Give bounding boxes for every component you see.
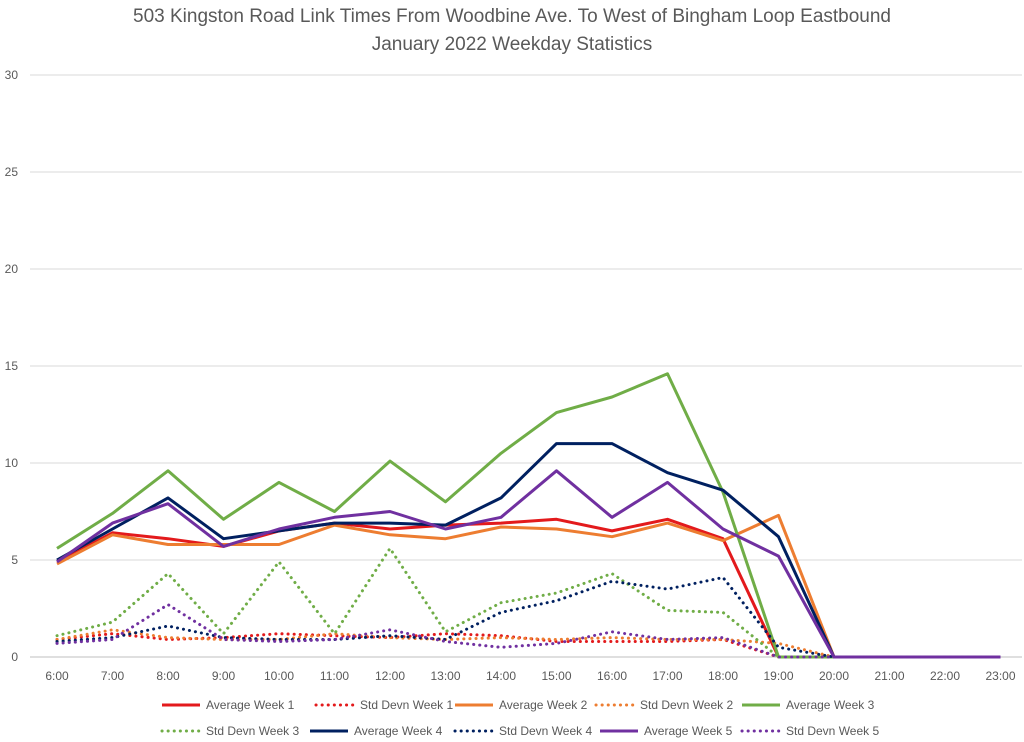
x-tick-label-1800: 18:00 [708,669,738,683]
legend-label-average-week-1: Average Week 1 [206,698,295,712]
x-tick-label-1400: 14:00 [486,669,516,683]
chart-title: 503 Kingston Road Link Times From Woodbi… [133,6,891,27]
x-tick-label-1100: 11:00 [320,669,349,683]
series-line-average-week-2 [56,513,836,658]
x-tick-label-1000: 10:00 [264,669,294,683]
series-line-std-devn-week-1 [55,632,836,659]
legend-label-std-devn-week-5: Std Devn Week 5 [786,724,879,738]
legend-label-average-week-5: Average Week 5 [644,724,733,738]
series-line-std-devn-week-5 [55,603,1002,659]
series-line-average-week-5 [56,469,1001,659]
x-tick-label-1700: 17:00 [652,669,682,683]
y-tick-label-15: 15 [5,359,19,373]
x-tick-label-900: 9:00 [212,669,236,683]
x-tick-label-700: 7:00 [101,669,125,683]
legend-label-std-devn-week-2: Std Devn Week 2 [640,698,733,712]
legend-label-std-devn-week-3: Std Devn Week 3 [206,724,299,738]
x-tick-label-1300: 13:00 [430,669,460,683]
x-tick-label-2000: 20:00 [819,669,849,683]
x-tick-label-800: 8:00 [156,669,180,683]
chart-subtitle: January 2022 Weekday Statistics [371,34,653,55]
series-line-average-week-3 [56,372,834,659]
x-tick-label-600: 6:00 [45,669,69,683]
legend-label-std-devn-week-4: Std Devn Week 4 [499,724,592,738]
series-line-std-devn-week-3 [55,546,836,659]
y-tick-label-25: 25 [5,165,19,179]
y-tick-label-0: 0 [11,650,18,664]
legend-label-average-week-4: Average Week 4 [354,724,443,738]
x-tick-label-1600: 16:00 [597,669,627,683]
x-tick-label-2100: 21:00 [874,669,904,683]
x-tick-label-1900: 19:00 [763,669,793,683]
legend-label-average-week-3: Average Week 3 [786,698,875,712]
y-tick-label-5: 5 [11,553,18,567]
y-tick-label-30: 30 [5,68,19,82]
x-tick-label-2300: 23:00 [985,669,1015,683]
x-tick-label-1500: 15:00 [541,669,571,683]
x-tick-label-1200: 12:00 [375,669,405,683]
x-tick-label-2200: 22:00 [930,669,960,683]
y-tick-label-20: 20 [5,262,19,276]
legend-label-average-week-2: Average Week 2 [499,698,588,712]
legend-label-std-devn-week-1: Std Devn Week 1 [360,698,453,712]
y-tick-label-10: 10 [5,456,19,470]
